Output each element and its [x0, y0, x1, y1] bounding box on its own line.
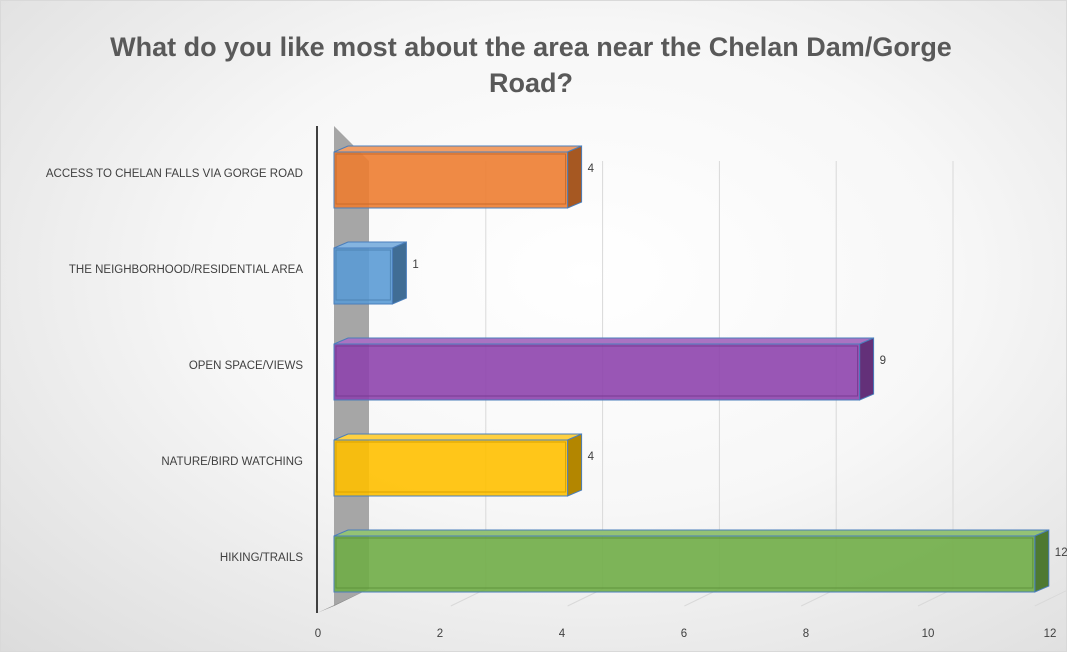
bar-inner-edge — [335, 441, 567, 493]
category-label: OPEN SPACE/VIEWS — [189, 360, 304, 372]
bar-side-face — [391, 241, 407, 305]
gridline-floor — [1034, 589, 1067, 607]
bar — [333, 529, 1050, 593]
data-label: 4 — [588, 451, 595, 463]
bar — [333, 337, 875, 401]
x-tick-label: 12 — [1044, 628, 1057, 640]
bar-front-face — [333, 151, 569, 209]
bar-top-face — [333, 433, 582, 441]
x-tick-label: 4 — [559, 628, 566, 640]
bar — [333, 145, 583, 209]
data-label: 12 — [1055, 547, 1067, 559]
bar-front-face — [333, 535, 1036, 593]
category-label: ACCESS TO CHELAN FALLS VIA GORGE ROAD — [46, 168, 303, 180]
bar-front-face — [333, 439, 569, 497]
bar-side-face — [567, 433, 583, 497]
bar-inner-edge — [335, 345, 859, 397]
x-tick-label: 6 — [681, 628, 687, 640]
category-label: NATURE/BIRD WATCHING — [161, 456, 303, 468]
bar-inner-edge — [335, 537, 1034, 589]
bar-side-face — [859, 337, 875, 401]
category-label: HIKING/TRAILS — [220, 552, 303, 564]
bar-front-face — [333, 247, 393, 305]
x-tick-label: 10 — [922, 628, 935, 640]
bar-inner-edge — [335, 153, 567, 205]
bar-side-face — [567, 145, 583, 209]
bar-side-face — [1034, 529, 1050, 593]
category-label: THE NEIGHBORHOOD/RESIDENTIAL AREA — [69, 264, 303, 276]
bar — [333, 241, 407, 305]
chart-title: What do you like most about the area nea… — [110, 32, 952, 98]
bar-inner-edge — [335, 249, 391, 301]
bar-front-face — [333, 343, 861, 401]
data-label: 1 — [412, 259, 418, 271]
data-label: 4 — [588, 163, 595, 175]
bar-top-face — [333, 145, 582, 153]
bar — [333, 433, 583, 497]
x-tick-label: 2 — [437, 628, 443, 640]
x-tick-label: 8 — [803, 628, 809, 640]
bar-top-face — [333, 337, 874, 345]
axis-corner — [317, 589, 369, 613]
bar-top-face — [333, 529, 1049, 537]
x-tick-label: 0 — [315, 628, 321, 640]
data-label: 9 — [880, 355, 886, 367]
